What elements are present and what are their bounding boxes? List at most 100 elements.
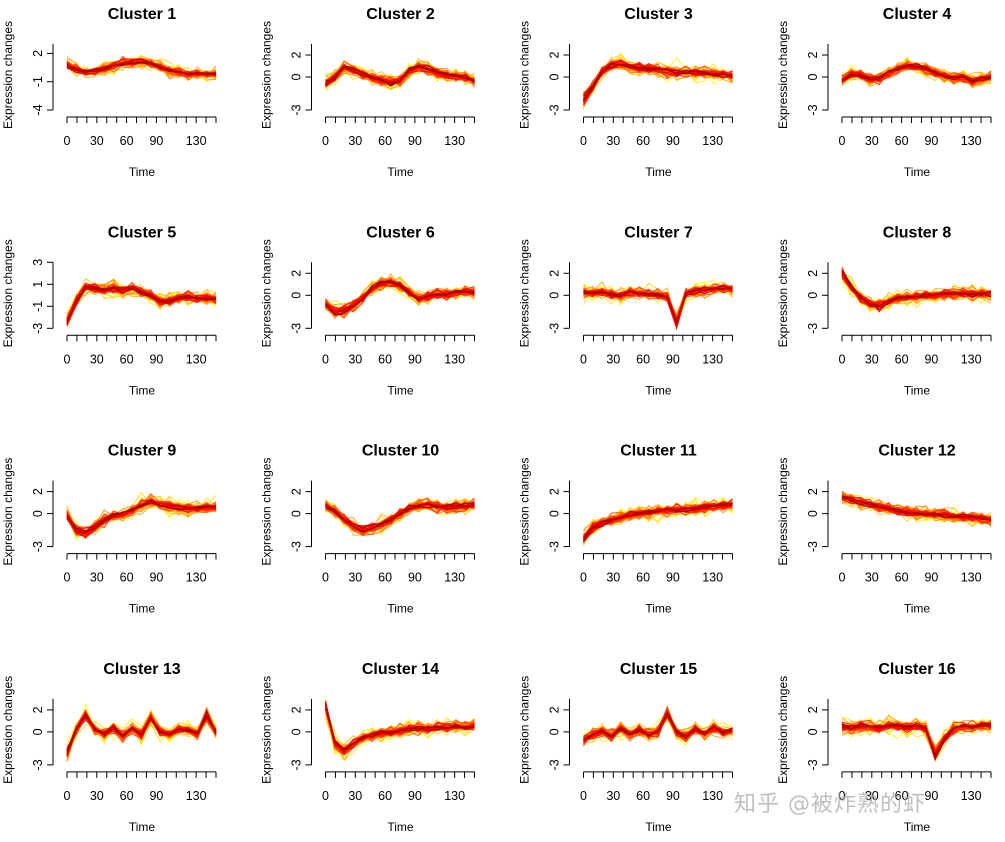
x-tick-label: 30 [865,134,879,148]
x-tick-label: 130 [702,571,723,585]
y-tick-label: 2 [31,488,45,495]
x-tick-label: 130 [186,134,207,148]
x-axis-label: Time [904,383,931,397]
series-lines [841,490,992,528]
chart-title: Cluster 14 [362,661,439,678]
x-tick-label: 60 [120,789,134,803]
x-tick-label: 0 [64,789,71,803]
y-axis-label: Expression changes [260,458,274,566]
y-tick-label: -3 [806,759,820,770]
y-tick-label: 2 [806,488,820,495]
x-tick-label: 0 [580,571,587,585]
y-tick-label: 0 [806,292,820,299]
y-tick-label: -3 [31,759,45,770]
y-tick-label: 0 [806,73,820,80]
x-tick-label: 30 [348,134,362,148]
x-tick-label: 90 [149,571,163,585]
x-tick-label: 0 [64,134,71,148]
y-tick-label: -3 [290,104,304,115]
y-tick-label: -3 [548,759,562,770]
x-tick-label: 130 [444,571,465,585]
y-axis-label: Expression changes [518,676,532,784]
x-tick-label: 30 [606,571,620,585]
y-axis-label: Expression changes [260,21,274,129]
y-tick-label: -3 [548,323,562,334]
x-axis-label: Time [387,165,414,179]
y-tick-label: 2 [290,51,304,58]
x-tick-label: 60 [378,352,392,366]
y-tick-label: 3 [31,259,45,266]
x-tick-label: 60 [895,789,909,803]
y-tick-label: -3 [290,541,304,552]
x-tick-label: 90 [924,571,938,585]
y-tick-label: 2 [290,488,304,495]
series-lines [324,699,475,762]
series-line [841,271,992,307]
x-tick-label: 130 [961,789,982,803]
y-axis-label: Expression changes [1,458,15,566]
x-tick-label: 60 [636,571,650,585]
series-line [841,495,992,521]
x-tick-label: 60 [378,134,392,148]
series-line [325,502,475,532]
x-tick-label: 30 [606,352,620,366]
series-line [324,708,475,751]
series-line [582,502,733,542]
y-tick-label: -3 [806,323,820,334]
series-line [841,495,992,521]
x-axis-label: Time [129,165,156,179]
x-axis-label: Time [387,820,414,834]
x-tick-label: 90 [149,789,163,803]
x-tick-label: 130 [444,134,465,148]
y-tick-label: 0 [548,292,562,299]
x-tick-label: 0 [580,134,587,148]
cluster-panel-11: Cluster 11 Expression changes 2 0 -3 0 30 60 90 1… [518,443,733,616]
series-lines [583,279,733,331]
y-axis-label: Expression changes [776,21,790,129]
series-line [841,722,992,758]
cluster-panel-1: Cluster 1 Expression changes 2 -1 -4 0 30 60 90 1… [1,6,217,179]
x-tick-label: 90 [666,789,680,803]
y-tick-label: -3 [290,323,304,334]
y-axis-label: Expression changes [1,21,15,129]
x-tick-label: 60 [378,789,392,803]
x-tick-label: 30 [606,789,620,803]
x-tick-label: 130 [961,352,982,366]
series-line [66,502,217,533]
x-tick-label: 30 [90,789,104,803]
y-tick-label: 1 [31,281,45,288]
y-tick-label: -3 [806,104,820,115]
cluster-panel-10: Cluster 10 Expression changes 2 0 -3 0 30 60 90 1… [260,443,475,616]
y-tick-label: 2 [806,51,820,58]
x-tick-label: 30 [865,352,879,366]
y-tick-label: 2 [548,488,562,495]
series-line [66,285,217,323]
series-lines [582,496,733,546]
x-axis-label: Time [129,820,156,834]
cluster-panel-16: Cluster 16 Expression changes 2 0 -3 0 30 60 90 1… [776,661,992,834]
x-axis-label: Time [645,383,672,397]
x-tick-label: 60 [636,134,650,148]
chart-title: Cluster 15 [620,661,697,678]
series-line [66,285,217,325]
series-lines [841,267,992,313]
series-line [66,499,217,532]
x-axis-label: Time [904,820,931,834]
y-tick-label: 2 [806,270,820,277]
x-axis-label: Time [904,165,931,179]
y-tick-label: -3 [31,541,45,552]
x-tick-label: 130 [444,789,465,803]
chart-title: Cluster 3 [624,6,693,23]
y-axis-label: Expression changes [518,239,532,347]
y-tick-label: -3 [290,759,304,770]
chart-title: Cluster 12 [878,443,955,460]
cluster-panel-15: Cluster 15 Expression changes 2 0 -3 0 30 60 90 1… [518,661,733,834]
x-axis-label: Time [129,383,156,397]
x-tick-label: 60 [895,571,909,585]
x-tick-label: 90 [924,134,938,148]
cluster-panel-7: Cluster 7 Expression changes 2 0 -3 0 30 60 90 13… [518,224,733,397]
x-tick-label: 130 [186,571,207,585]
x-tick-label: 30 [348,789,362,803]
x-tick-label: 90 [408,134,422,148]
x-axis-label: Time [387,383,414,397]
